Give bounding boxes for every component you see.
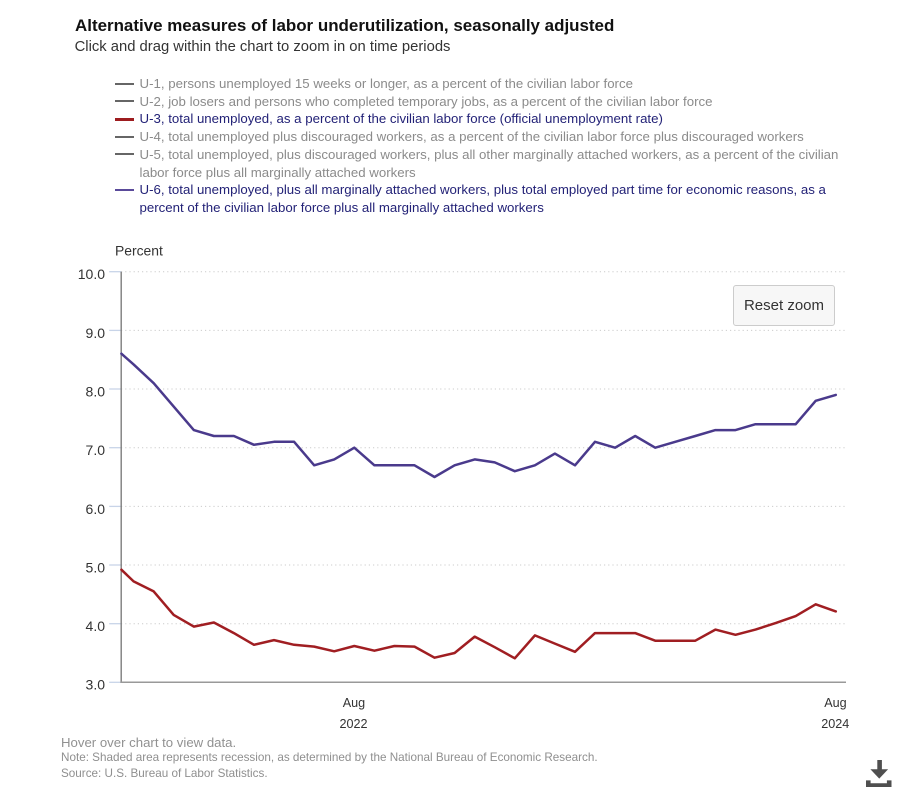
- svg-text:4.0: 4.0: [86, 618, 106, 634]
- svg-text:2022: 2022: [339, 717, 367, 731]
- svg-text:10.0: 10.0: [78, 266, 105, 282]
- svg-text:6.0: 6.0: [86, 501, 106, 517]
- svg-text:Aug: Aug: [824, 696, 846, 710]
- svg-text:5.0: 5.0: [86, 559, 106, 575]
- svg-text:2024: 2024: [821, 717, 849, 731]
- svg-text:3.0: 3.0: [86, 677, 106, 693]
- svg-text:Aug: Aug: [343, 696, 365, 710]
- svg-text:9.0: 9.0: [86, 325, 106, 341]
- svg-text:Percent: Percent: [115, 242, 163, 258]
- svg-text:8.0: 8.0: [86, 383, 106, 399]
- svg-text:7.0: 7.0: [86, 442, 106, 458]
